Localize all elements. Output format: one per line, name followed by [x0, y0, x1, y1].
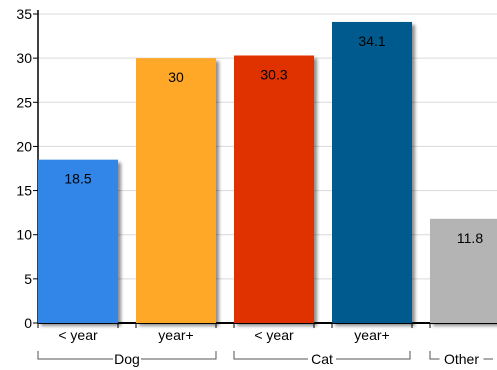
y-tick-label: 30: [16, 50, 32, 66]
y-tick-label: 15: [16, 183, 32, 199]
group-label: Dog: [114, 351, 140, 367]
group-bracket: [429, 351, 493, 360]
data-label: 11.8: [457, 230, 483, 246]
bar: [430, 218, 497, 323]
x-tick-label: < year: [58, 327, 98, 343]
y-tick-label: 0: [24, 315, 32, 331]
data-label: 34.1: [358, 33, 385, 49]
group-label: Cat: [311, 351, 333, 367]
y-tick-label: 25: [16, 94, 32, 110]
bar: [136, 58, 216, 324]
bar: [234, 55, 314, 323]
x-tick-label: year+: [354, 327, 389, 343]
group-bracket: [233, 351, 411, 360]
x-tick-label: < year: [254, 327, 294, 343]
x-tick-label: year+: [158, 327, 193, 343]
group-label: Other: [444, 351, 479, 367]
bar: [38, 159, 118, 323]
data-label: 30.3: [260, 66, 287, 82]
data-label: 18.5: [64, 171, 91, 187]
y-tick-label: 35: [16, 6, 32, 22]
y-tick-label: 20: [16, 138, 32, 154]
y-tick-label: 10: [16, 227, 32, 243]
y-tick-label: 5: [24, 271, 32, 287]
bar: [332, 21, 412, 324]
data-label: 30: [168, 69, 184, 85]
labels: 18.5 < year 30 year+ 30.3 < year 34.1 year+ 11.8…: [37, 33, 493, 367]
bars: [38, 21, 497, 324]
group-bracket: [37, 351, 217, 360]
